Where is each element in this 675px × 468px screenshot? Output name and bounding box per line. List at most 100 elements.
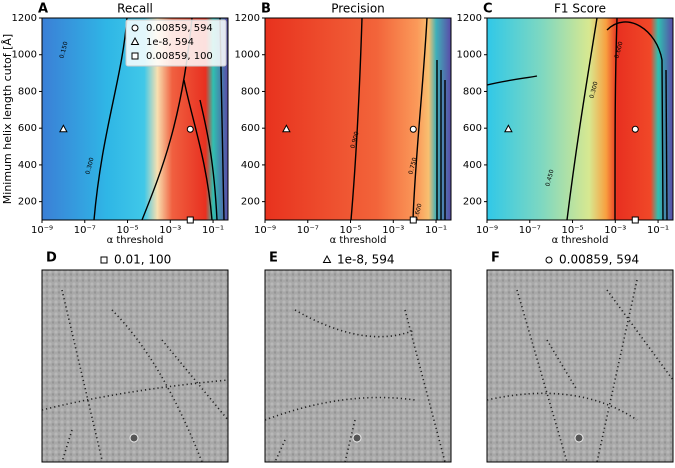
marker bbox=[100, 256, 108, 264]
x-tick-label: 10⁻⁷ bbox=[519, 225, 541, 236]
x-tick-label: 10⁻⁹ bbox=[31, 225, 53, 236]
y-tick-label: 800 bbox=[241, 86, 260, 97]
marker bbox=[282, 124, 291, 133]
y-tick-label: 1200 bbox=[457, 13, 482, 24]
y-tick-label: 600 bbox=[18, 123, 37, 134]
filament bbox=[596, 279, 638, 463]
filament bbox=[516, 289, 568, 463]
x-tick-label: 10⁻⁹ bbox=[476, 225, 498, 236]
y-tick-label: 200 bbox=[18, 197, 37, 208]
contour-label: 0.900 bbox=[349, 131, 360, 150]
marker bbox=[409, 125, 417, 133]
x-axis-label: α threshold bbox=[107, 235, 164, 246]
marker bbox=[545, 256, 553, 264]
contour-line bbox=[566, 17, 598, 221]
y-tick-label: 800 bbox=[463, 86, 482, 97]
y-tick-label: 400 bbox=[463, 160, 482, 171]
y-tick-label: 600 bbox=[463, 123, 482, 134]
micrograph bbox=[41, 269, 229, 463]
filament bbox=[264, 396, 416, 421]
y-tick-label: 1000 bbox=[12, 50, 37, 61]
filament bbox=[111, 309, 203, 463]
x-axis-label: α threshold bbox=[330, 235, 387, 246]
micrograph bbox=[264, 269, 452, 463]
contour-line bbox=[93, 17, 128, 221]
filament bbox=[161, 339, 229, 421]
contour-line bbox=[665, 69, 668, 221]
contour-line bbox=[486, 75, 538, 86]
contour-line bbox=[199, 99, 218, 221]
x-tick-label: 10⁻⁵ bbox=[340, 225, 362, 236]
filament bbox=[606, 289, 674, 381]
x-tick-label: 10⁻³ bbox=[382, 225, 404, 236]
particle bbox=[129, 433, 139, 443]
x-tick-label: 10⁻¹ bbox=[647, 225, 669, 236]
marker bbox=[131, 52, 139, 60]
contour-label: 0.450 bbox=[544, 169, 555, 188]
contour-line bbox=[183, 79, 213, 221]
y-tick-label: 600 bbox=[241, 123, 260, 134]
contour-line bbox=[614, 17, 618, 221]
filament bbox=[344, 419, 356, 463]
particle bbox=[352, 433, 362, 443]
x-tick-label: 10⁻⁵ bbox=[562, 225, 584, 236]
contour-line bbox=[606, 21, 664, 221]
y-tick-label: 800 bbox=[18, 86, 37, 97]
plot-frame bbox=[264, 17, 452, 221]
chart-title: Recall bbox=[117, 2, 153, 16]
panel-label: F bbox=[491, 251, 500, 266]
filament bbox=[486, 392, 638, 421]
marker bbox=[631, 216, 639, 224]
micrograph-title: 0.00859, 594 bbox=[559, 253, 639, 267]
micrograph-title: 0.01, 100 bbox=[114, 253, 171, 267]
contour-line bbox=[412, 17, 428, 221]
x-tick-label: 10⁻¹ bbox=[202, 225, 224, 236]
y-axis-label: Minimum helix length cutof [Å] bbox=[1, 34, 14, 204]
contour-label: 0.300 bbox=[588, 81, 599, 100]
y-tick-label: 200 bbox=[463, 197, 482, 208]
filament bbox=[294, 309, 416, 338]
panel-label: A bbox=[38, 2, 48, 17]
filament bbox=[404, 309, 446, 463]
legend-label: 0.00859, 594 bbox=[146, 23, 213, 34]
x-tick-label: 10⁻³ bbox=[604, 225, 626, 236]
legend-label: 1e-8, 594 bbox=[146, 37, 194, 48]
x-tick-label: 10⁻⁷ bbox=[74, 225, 96, 236]
legend-label: 0.00859, 100 bbox=[146, 51, 213, 62]
legend-box bbox=[125, 19, 227, 67]
x-tick-label: 10⁻⁵ bbox=[117, 225, 139, 236]
y-tick-label: 1200 bbox=[12, 13, 37, 24]
particle bbox=[574, 433, 584, 443]
contour-label: 0.750 bbox=[407, 157, 418, 176]
y-tick-label: 200 bbox=[241, 197, 260, 208]
marker bbox=[322, 254, 332, 263]
micrograph-title: 1e-8, 594 bbox=[337, 253, 395, 267]
y-tick-label: 1000 bbox=[235, 50, 260, 61]
contour-label: 0.600 bbox=[412, 203, 423, 222]
panel-label: D bbox=[46, 251, 57, 266]
panel-label: B bbox=[261, 2, 271, 17]
contour-label: 0.150 bbox=[58, 41, 69, 60]
marker bbox=[131, 24, 139, 32]
marker bbox=[59, 124, 68, 133]
marker bbox=[409, 216, 417, 224]
marker bbox=[504, 124, 513, 133]
x-tick-label: 10⁻⁷ bbox=[297, 225, 319, 236]
marker bbox=[631, 125, 639, 133]
plot-frame bbox=[486, 17, 674, 221]
contour-label: 0.600 bbox=[613, 41, 624, 60]
micrograph bbox=[486, 269, 674, 463]
x-tick-label: 10⁻⁹ bbox=[254, 225, 276, 236]
chart-title: Precision bbox=[331, 2, 385, 16]
y-tick-label: 1000 bbox=[457, 50, 482, 61]
x-axis-label: α threshold bbox=[552, 235, 609, 246]
panel-label: C bbox=[483, 2, 493, 17]
x-tick-label: 10⁻¹ bbox=[425, 225, 447, 236]
y-tick-label: 400 bbox=[241, 160, 260, 171]
plot-frame bbox=[41, 17, 229, 221]
y-tick-label: 400 bbox=[18, 160, 37, 171]
y-tick-label: 1200 bbox=[235, 13, 260, 24]
panel-label: E bbox=[269, 251, 278, 266]
